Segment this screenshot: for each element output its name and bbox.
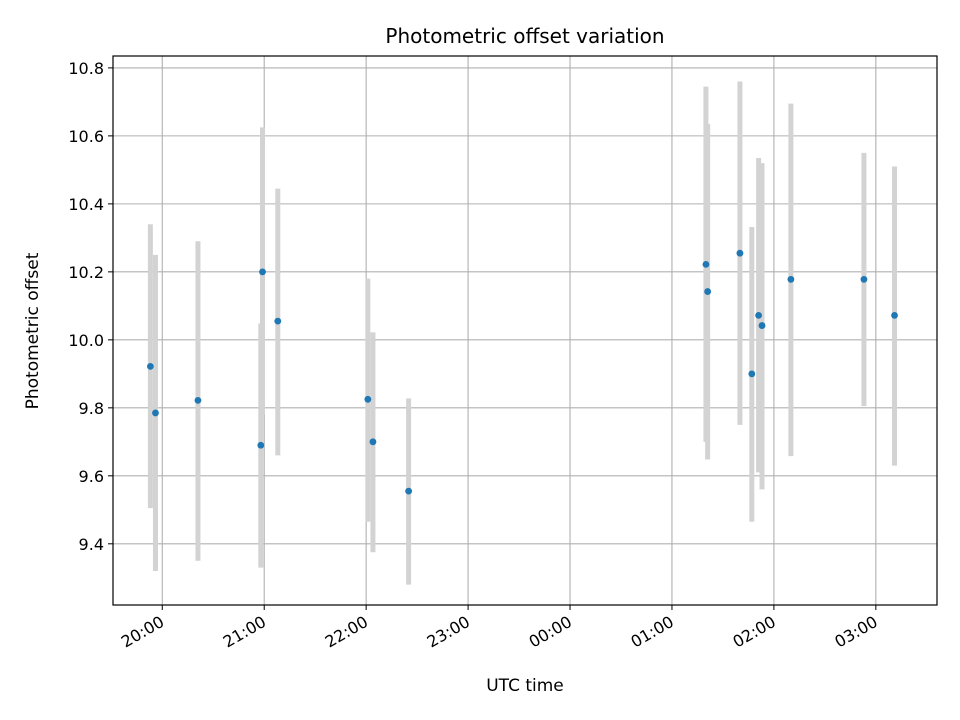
x-tick-label: 00:00 (526, 612, 575, 652)
data-point (364, 395, 372, 403)
y-tick-label: 9.6 (79, 467, 104, 486)
data-point (146, 362, 154, 370)
data-point (152, 409, 159, 417)
data-point (748, 370, 756, 378)
y-tick-label: 10.8 (68, 59, 104, 78)
y-tick-label: 10.4 (68, 195, 104, 214)
data-point (405, 487, 413, 495)
y-axis-label: Photometric offset (23, 252, 43, 409)
data-point (736, 249, 744, 257)
y-tick-label: 9.8 (79, 399, 104, 418)
data-point (787, 275, 795, 283)
y-tick-label: 10.0 (68, 331, 104, 350)
data-point (755, 311, 763, 319)
x-tick-label: 22:00 (322, 612, 371, 652)
y-tick-label: 10.6 (68, 127, 104, 146)
x-axis-label: UTC time (486, 676, 564, 696)
data-point (860, 275, 868, 283)
x-axis: 20:00 21:00 22:00 23:00 00:00 01:00 02:00 03:00 (118, 605, 881, 652)
data-points (146, 249, 898, 495)
x-tick-label: 01:00 (628, 612, 677, 652)
data-point (702, 260, 710, 268)
data-point (704, 288, 712, 295)
data-point (369, 438, 377, 446)
x-tick-label: 20:00 (118, 612, 167, 652)
data-point (758, 322, 766, 329)
x-tick-label: 23:00 (424, 612, 473, 652)
y-tick-label: 10.2 (68, 263, 104, 282)
x-tick-label: 21:00 (220, 612, 269, 652)
data-point (194, 396, 202, 404)
data-point (274, 317, 282, 325)
plot-frame (112, 55, 938, 606)
y-tick-label: 9.4 (79, 535, 104, 554)
grid (113, 56, 937, 605)
chart-title: Photometric offset variation (385, 24, 664, 48)
data-point (891, 311, 898, 319)
error-bars (147, 81, 898, 585)
data-point (257, 441, 265, 449)
x-tick-label: 02:00 (729, 612, 778, 652)
data-point (259, 268, 266, 276)
y-axis: 9.4 9.6 9.8 10.0 10.2 10.4 10.6 10.8 (68, 59, 113, 554)
x-tick-label: 03:00 (831, 612, 880, 652)
